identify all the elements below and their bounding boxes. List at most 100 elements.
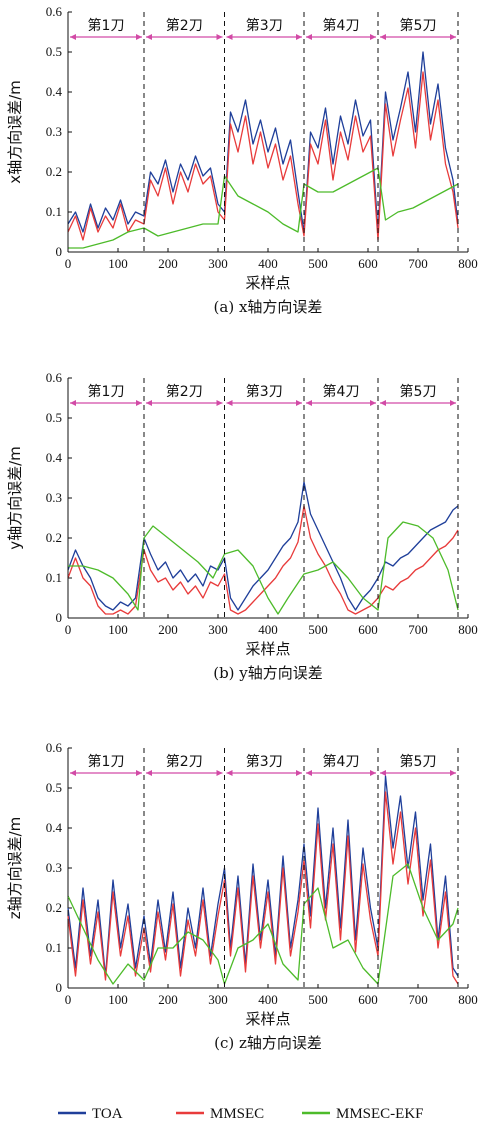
- segment-arrowhead: [226, 770, 233, 776]
- segment-arrowhead: [306, 400, 312, 406]
- segment-arrowhead: [370, 34, 376, 40]
- x-tick-label: 400: [258, 256, 278, 271]
- series-mmsec-ekf: [68, 167, 459, 249]
- legend-label-mmsec: MMSEC: [210, 1106, 264, 1122]
- y-tick-label: 0: [56, 610, 63, 625]
- segment-arrowhead: [450, 34, 456, 40]
- y-axis-label: z轴方向误差/m: [6, 817, 24, 920]
- x-tick-label: 700: [408, 256, 428, 271]
- x-tick-label: 600: [358, 622, 378, 637]
- x-tick-label: 200: [158, 992, 178, 1007]
- chart-panel-1: 0 0.1 0.2 0.3 0.4 0.5 0.6 0 100 200 300 400 500 600 70…: [6, 4, 478, 316]
- segment-arrowhead: [306, 34, 312, 40]
- x-tick-label: 400: [258, 622, 278, 637]
- y-tick-label: 0.1: [46, 940, 62, 955]
- series-mmsec-ekf: [67, 863, 459, 985]
- x-tick-label: 0: [65, 992, 72, 1007]
- chart-panel-2: 0 0.1 0.2 0.3 0.4 0.5 0.6 0 100 200 300 400 500 600 70…: [6, 370, 478, 682]
- series-mmsec-ekf: [68, 521, 459, 615]
- segment-arrowhead: [450, 400, 456, 406]
- segment-arrowhead: [70, 400, 76, 406]
- y-tick-label: 0.6: [46, 4, 63, 19]
- y-tick-label: 0.1: [46, 204, 62, 219]
- series-toa: [67, 481, 459, 611]
- y-tick-label: 0: [56, 980, 63, 995]
- x-tick-label: 200: [158, 256, 178, 271]
- x-tick-label: 800: [458, 992, 478, 1007]
- x-tick-label: 200: [158, 622, 178, 637]
- segment-label: 第5刀: [400, 383, 437, 400]
- segment-arrowhead: [370, 400, 376, 406]
- segment-arrowhead: [136, 400, 142, 406]
- segment-label: 第4刀: [323, 753, 360, 770]
- segment-label: 第4刀: [323, 383, 360, 400]
- panel-caption: (a) x轴方向误差: [214, 298, 323, 316]
- x-tick-label: 700: [408, 622, 428, 637]
- x-tick-label: 700: [408, 992, 428, 1007]
- y-tick-label: 0.3: [46, 490, 62, 505]
- segment-label: 第2刀: [166, 17, 203, 34]
- y-tick-label: 0.3: [46, 860, 62, 875]
- x-axis-label: 采样点: [245, 1010, 290, 1028]
- x-tick-label: 500: [308, 622, 328, 637]
- segment-arrowhead: [70, 34, 76, 40]
- y-tick-label: 0.5: [46, 410, 62, 425]
- segment-arrowhead: [70, 770, 76, 776]
- y-tick-label: 0.5: [46, 780, 62, 795]
- x-axis-label: 采样点: [245, 640, 290, 658]
- y-tick-label: 0.2: [46, 164, 62, 179]
- x-tick-label: 300: [208, 992, 228, 1007]
- segment-label: 第1刀: [88, 753, 125, 770]
- segment-arrowhead: [226, 34, 233, 40]
- chart-panels: 0 0.1 0.2 0.3 0.4 0.5 0.6 0 100 200 300 400 500 600 70…: [6, 4, 478, 1052]
- x-tick-label: 500: [308, 256, 328, 271]
- segment-label: 第1刀: [88, 17, 125, 34]
- segment-arrowhead: [216, 34, 223, 40]
- y-tick-label: 0.4: [46, 820, 63, 835]
- segment-arrowhead: [146, 400, 152, 406]
- legend-label-toa: TOA: [92, 1106, 123, 1122]
- legend-label-mmsec-ekf: MMSEC-EKF: [336, 1106, 424, 1122]
- segment-arrowhead: [296, 34, 302, 40]
- segment-arrowhead: [216, 400, 223, 406]
- x-tick-label: 100: [108, 256, 128, 271]
- segment-arrowhead: [306, 770, 312, 776]
- x-tick-label: 400: [258, 992, 278, 1007]
- x-axis-label: 采样点: [245, 274, 290, 292]
- y-tick-label: 0.1: [46, 570, 62, 585]
- x-tick-label: 600: [358, 992, 378, 1007]
- segment-arrowhead: [216, 770, 223, 776]
- series-mmsec: [67, 71, 459, 241]
- segment-label: 第5刀: [400, 753, 437, 770]
- y-tick-label: 0.4: [46, 450, 63, 465]
- segment-arrowhead: [136, 34, 142, 40]
- y-axis-label: x轴方向误差/m: [6, 80, 24, 184]
- y-tick-label: 0.6: [46, 370, 63, 385]
- panel-caption: (c) z轴方向误差: [214, 1034, 322, 1052]
- y-tick-label: 0.2: [46, 530, 62, 545]
- series-toa: [67, 775, 459, 977]
- segment-arrowhead: [296, 770, 302, 776]
- segment-arrowhead: [146, 34, 152, 40]
- segment-label: 第2刀: [166, 383, 203, 400]
- segment-arrowhead: [380, 400, 386, 406]
- y-tick-label: 0: [56, 244, 63, 259]
- x-tick-label: 100: [108, 622, 128, 637]
- y-tick-label: 0.2: [46, 900, 62, 915]
- segment-arrowhead: [450, 770, 456, 776]
- x-tick-label: 500: [308, 992, 328, 1007]
- series-mmsec: [67, 791, 459, 985]
- segment-label: 第5刀: [400, 17, 437, 34]
- segment-label: 第3刀: [246, 17, 283, 34]
- segment-arrowhead: [380, 770, 386, 776]
- segment-label: 第1刀: [88, 383, 125, 400]
- segment-arrowhead: [296, 400, 302, 406]
- legend: TOA MMSEC MMSEC-EKF: [58, 1106, 424, 1122]
- panel-caption: (b) y轴方向误差: [213, 664, 323, 682]
- x-tick-label: 800: [458, 256, 478, 271]
- x-tick-label: 600: [358, 256, 378, 271]
- y-tick-label: 0.4: [46, 84, 63, 99]
- x-tick-label: 300: [208, 256, 228, 271]
- segment-arrowhead: [136, 770, 142, 776]
- y-axis-label: y轴方向误差/m: [6, 446, 24, 550]
